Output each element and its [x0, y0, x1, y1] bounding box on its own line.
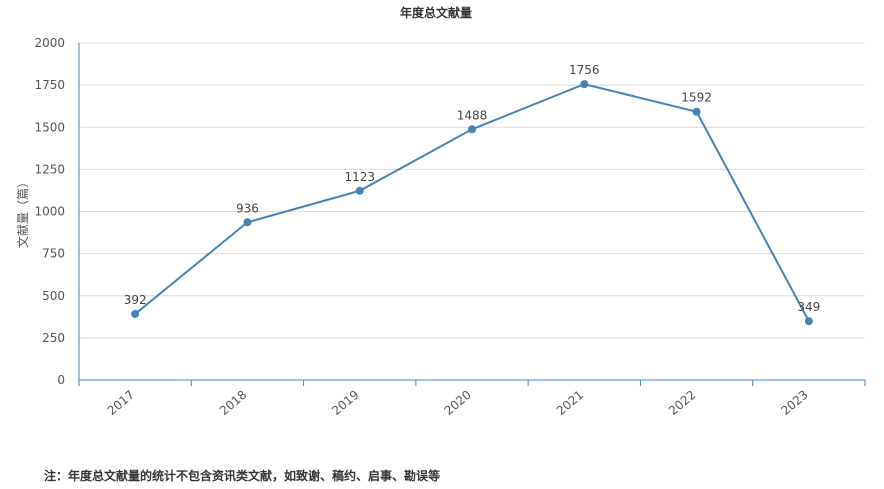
y-tick-label: 250 [42, 331, 65, 345]
x-tick-label: 2018 [217, 388, 249, 418]
data-label: 349 [797, 300, 820, 314]
x-tick-label: 2021 [554, 388, 586, 418]
data-point[interactable] [580, 80, 589, 89]
data-label: 936 [236, 201, 259, 215]
axes [78, 43, 866, 386]
y-tick-label: 0 [57, 373, 65, 387]
data-label: 1756 [569, 63, 600, 77]
data-point[interactable] [804, 317, 813, 326]
chart-title: 年度总文献量 [400, 5, 472, 20]
x-tick-label: 2022 [666, 388, 698, 418]
data-label: 1123 [344, 170, 375, 184]
data-point[interactable] [243, 218, 252, 227]
data-label: 392 [124, 293, 147, 307]
footnote: 注：年度总文献量的统计不包含资讯类文献，如致谢、稿约、启事、勘误等 [44, 469, 441, 483]
x-tick-labels: 2017 2018 2019 2020 2021 2022 2023 [105, 388, 811, 418]
y-tick-label: 1250 [34, 162, 65, 176]
y-tick-label: 1000 [34, 205, 65, 219]
x-tick-label: 2020 [442, 388, 474, 418]
y-tick-label: 500 [42, 289, 65, 303]
x-tick-label: 2019 [329, 388, 361, 418]
x-tick-label: 2017 [105, 388, 137, 418]
data-point[interactable] [355, 186, 364, 195]
data-label: 1592 [681, 91, 712, 105]
y-tick-label: 750 [42, 247, 65, 261]
y-tick-label: 1750 [34, 78, 65, 92]
y-tick-labels: 0 250 500 750 1000 1250 1500 1750 2000 [34, 36, 65, 387]
data-point[interactable] [468, 125, 476, 134]
data-point[interactable] [692, 107, 701, 116]
grid-lines [79, 42, 865, 339]
y-tick-label: 2000 [34, 36, 65, 50]
x-tick-label: 2023 [778, 388, 810, 418]
y-axis-label: 文献量（篇） [15, 176, 30, 248]
y-tick-label: 1500 [34, 120, 65, 134]
series-layer: 392 936 1123 1488 1756 1592 349 [124, 63, 820, 326]
data-label: 1488 [457, 108, 488, 122]
data-point[interactable] [131, 309, 140, 318]
